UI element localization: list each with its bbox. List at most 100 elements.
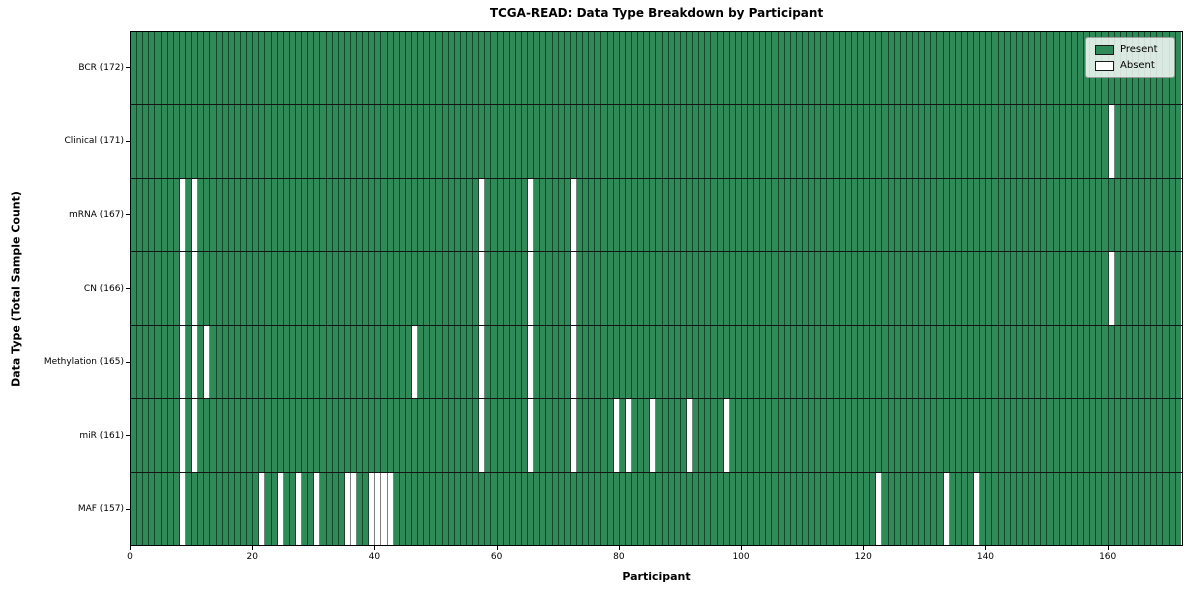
heatmap-cell: [888, 399, 895, 472]
chart-title: TCGA-READ: Data Type Breakdown by Partic…: [489, 6, 824, 20]
heatmap-cell: [931, 399, 938, 472]
heatmap-cell: [589, 32, 596, 105]
heatmap-cell: [546, 252, 553, 325]
heatmap-cell: [460, 399, 468, 472]
heatmap-cell: [1065, 252, 1072, 325]
heatmap-cell: [491, 325, 498, 399]
heatmap-cell: [1120, 178, 1127, 252]
heatmap-cell: [247, 178, 254, 252]
heatmap-cell: [735, 472, 742, 545]
heatmap-cell: [308, 472, 315, 545]
heatmap-cell: [271, 105, 278, 178]
heatmap-cell: [803, 252, 810, 325]
heatmap-cell: [314, 325, 321, 399]
heatmap-cell: [234, 105, 241, 178]
heatmap-cell: [185, 252, 193, 325]
heatmap-cell: [882, 325, 889, 399]
heatmap-cell: [216, 399, 223, 472]
heatmap-cell: [900, 472, 907, 545]
heatmap-cell: [1084, 325, 1091, 399]
heatmap-cell: [418, 325, 425, 399]
heatmap-cell: [485, 178, 492, 252]
heatmap-cell: [222, 325, 229, 399]
heatmap-cell: [253, 252, 260, 325]
heatmap-cell: [619, 32, 626, 105]
heatmap-cell: [564, 472, 571, 545]
heatmap-cell: [375, 32, 382, 105]
heatmap-cell: [222, 32, 229, 105]
heatmap-cell: [851, 32, 859, 105]
heatmap-cell: [705, 252, 712, 325]
heatmap-cell: [992, 32, 999, 105]
heatmap-cell: [1077, 399, 1085, 472]
heatmap-cell: [882, 32, 889, 105]
heatmap-cell: [674, 178, 681, 252]
heatmap-cell: [913, 105, 920, 178]
heatmap-cell: [1065, 105, 1072, 178]
heatmap-cell: [338, 325, 345, 399]
heatmap-cell: [131, 252, 138, 325]
heatmap-cell: [528, 252, 535, 325]
heatmap-cell: [766, 252, 773, 325]
heatmap-cell: [546, 472, 553, 545]
heatmap-cell: [179, 252, 186, 325]
heatmap-cell: [412, 472, 419, 545]
heatmap-cell: [131, 325, 138, 399]
heatmap-cell: [809, 399, 816, 472]
heatmap-cell: [534, 105, 541, 178]
heatmap-cell: [729, 252, 736, 325]
heatmap-cell: [858, 399, 865, 472]
heatmap-cell: [833, 399, 840, 472]
heatmap-cell: [845, 32, 852, 105]
heatmap-cell: [711, 32, 718, 105]
heatmap-cell: [161, 399, 168, 472]
heatmap-cell: [363, 178, 370, 252]
heatmap-cell: [564, 32, 571, 105]
heatmap-cell: [155, 178, 162, 252]
heatmap-cell: [845, 472, 852, 545]
heatmap-cell: [344, 178, 351, 252]
heatmap-cell: [1102, 399, 1109, 472]
heatmap-cell: [259, 252, 266, 325]
heatmap-cell: [821, 178, 828, 252]
heatmap-cell: [295, 252, 303, 325]
heatmap-cell: [1163, 178, 1170, 252]
heatmap-cell: [900, 32, 907, 105]
heatmap-cell: [540, 32, 547, 105]
heatmap-cell: [888, 252, 895, 325]
x-tick-mark: [1107, 546, 1109, 550]
heatmap-cell: [1010, 472, 1017, 545]
heatmap-cell: [1157, 399, 1164, 472]
heatmap-cell: [558, 178, 565, 252]
heatmap-cell: [1053, 472, 1060, 545]
heatmap-cell: [937, 178, 944, 252]
heatmap-cell: [699, 252, 706, 325]
heatmap-cell: [766, 325, 773, 399]
heatmap-cell: [363, 472, 370, 545]
heatmap-cell: [827, 105, 834, 178]
heatmap-cell: [729, 105, 736, 178]
heatmap-cell: [564, 325, 571, 399]
heatmap-cell: [332, 178, 339, 252]
heatmap-cell: [137, 32, 144, 105]
heatmap-cell: [809, 32, 816, 105]
heatmap-cell: [1035, 399, 1042, 472]
heatmap-cell: [185, 178, 193, 252]
heatmap-cell: [1035, 105, 1042, 178]
heatmap-cell: [888, 105, 895, 178]
heatmap-cell: [436, 178, 443, 252]
heatmap-cell: [436, 32, 443, 105]
heatmap-cell: [253, 472, 260, 545]
heatmap-cell: [1047, 325, 1054, 399]
heatmap-cell: [686, 252, 694, 325]
heatmap-cell: [864, 252, 871, 325]
heatmap-cell: [137, 105, 144, 178]
heatmap-cell: [686, 105, 694, 178]
heatmap-cell: [583, 105, 590, 178]
heatmap-cell: [845, 178, 852, 252]
heatmap-cell: [1145, 252, 1152, 325]
heatmap-cell: [967, 325, 975, 399]
heatmap-cell: [344, 32, 351, 105]
heatmap-cell: [460, 32, 468, 105]
heatmap-cell: [1022, 32, 1030, 105]
